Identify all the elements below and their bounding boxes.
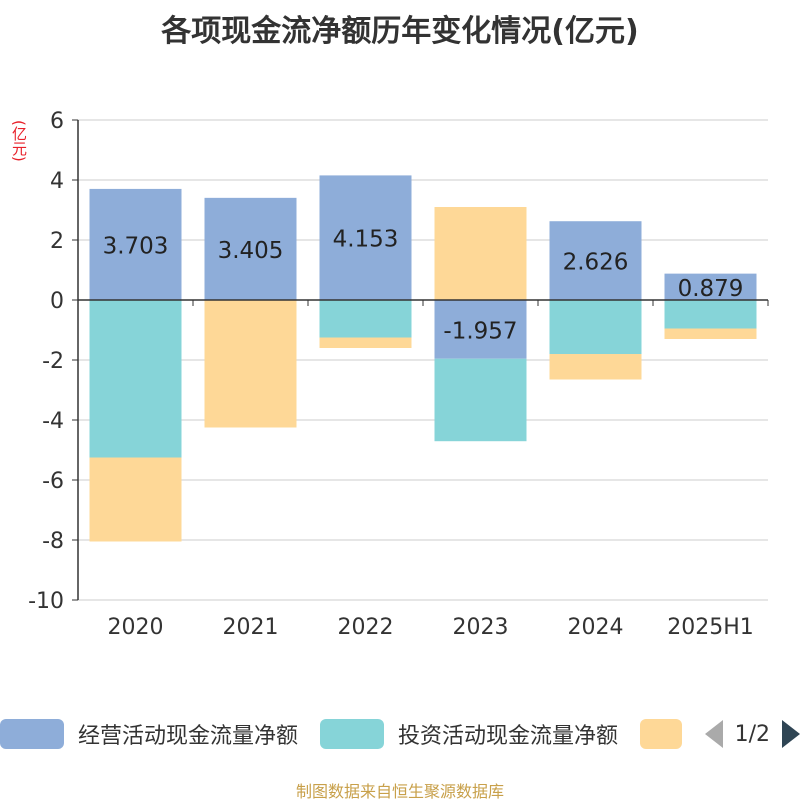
bar-segment [434,207,527,300]
x-tick-label: 2021 [223,615,279,640]
legend-label-investing: 投资活动现金流量净额 [398,724,619,749]
data-label: -1.957 [443,318,517,344]
bar-segment [319,300,412,338]
bar-segment [204,300,297,428]
bar-segment [434,358,527,442]
data-source: 制图数据来自恒生聚源数据库 [295,782,504,801]
x-tick-label: 2023 [453,615,509,640]
y-tick-label: -8 [42,529,64,554]
bar-segment [664,300,757,329]
bar-segment [664,273,757,300]
bar-segment [204,197,297,300]
bar-segment [89,457,182,542]
legend-item-financing[interactable] [640,716,682,752]
y-axis-unit: (亿元) [10,120,28,162]
legend-swatch-operating [0,719,64,749]
legend-label-operating: 经营活动现金流量净额 [78,724,299,749]
bar-segment [89,300,182,458]
y-tick-label: 2 [50,229,64,254]
bar-segment [549,300,642,354]
previous-page-icon[interactable] [704,720,723,748]
x-tick-label: 2022 [338,615,394,640]
bar-segment [319,175,412,300]
y-tick-label: 0 [50,289,64,314]
bars [89,175,757,542]
y-tick-label: -10 [28,589,64,614]
data-label: 0.879 [678,276,744,302]
x-tick-label: 2025H1 [667,615,754,640]
grid-lines [78,119,768,601]
bar-segment [434,300,527,359]
next-page-icon[interactable] [782,720,800,748]
data-label: 3.405 [218,238,284,264]
bar-segment [319,337,412,348]
y-tick-label: -6 [42,469,64,494]
legend-swatch-investing [320,719,384,749]
legend-item-investing[interactable]: 投资活动现金流量净额 [320,716,618,752]
bar-segment [664,328,757,339]
data-label: 2.626 [563,250,629,276]
data-label: 4.153 [333,227,399,253]
legend: 经营活动现金流量净额 投资活动现金流量净额 [0,716,800,754]
y-tick-label: 4 [50,169,64,194]
bar-segment [549,354,642,380]
legend-item-operating[interactable]: 经营活动现金流量净额 [0,716,298,752]
legend-page-indicator: 1/2 [734,721,770,747]
legend-swatch-financing [640,719,682,749]
data-labels: 3.703 3.405 4.153 -1.957 2.626 0.879 [103,227,744,345]
x-tick-label: 2020 [108,615,164,640]
bar-segment [549,221,642,300]
x-tick-label: 2024 [568,615,624,640]
bar-segment [89,188,182,300]
axes: 6 4 2 0 -2 -4 -6 -8 -10 2020 2021 2022 2023 2024 2025H… [28,109,769,640]
y-tick-label: 6 [50,109,64,134]
y-tick-label: -2 [42,349,64,374]
bar-chart: 6 4 2 0 -2 -4 -6 -8 -10 2020 2021 2022 2023 2024 2025H… [28,109,769,640]
legend-pager: 1/2 [704,716,800,752]
y-tick-label: -4 [42,409,64,434]
data-label: 3.703 [103,233,169,259]
chart-title: 各项现金流净额历年变化情况(亿元) [161,14,639,49]
